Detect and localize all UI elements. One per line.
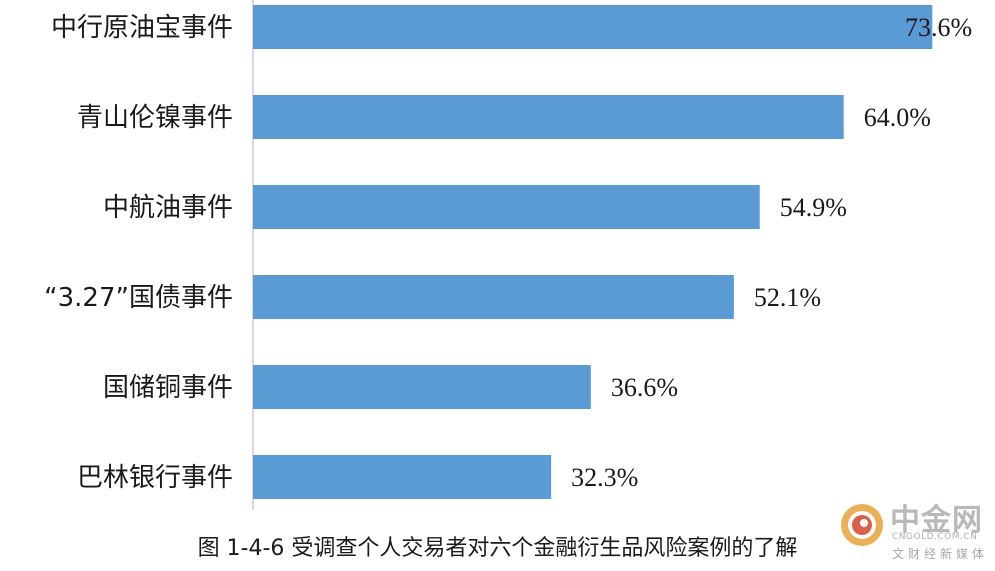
watermark-slogan: 文财经新媒体: [892, 547, 989, 561]
value-label: 52.1%: [754, 283, 821, 312]
bar: [253, 455, 552, 499]
watermark-domain: CNGOLD.COM.CN: [892, 532, 978, 542]
value-label: 73.6%: [905, 13, 972, 42]
bar: [253, 275, 734, 319]
bar: [253, 365, 591, 409]
watermark-name: 中金网: [890, 503, 983, 538]
value-label: 54.9%: [780, 193, 847, 222]
bar: [253, 185, 760, 229]
value-label: 32.3%: [571, 463, 638, 492]
category-label: 中航油事件: [103, 193, 233, 223]
value-labels-group: 73.6% 64.0% 54.9% 52.1% 36.6% 32.3%: [571, 13, 972, 492]
bar: [253, 95, 844, 139]
category-label: “3.27”国债事件: [44, 283, 233, 313]
bar: [253, 5, 933, 49]
cngold-logo-icon: [841, 504, 883, 546]
value-label: 64.0%: [864, 103, 931, 132]
category-label: 中行原油宝事件: [51, 13, 233, 43]
bars-group: [253, 5, 933, 499]
category-label: 青山伦镍事件: [77, 103, 233, 133]
category-label: 国储铜事件: [103, 373, 233, 403]
figure-caption: 图 1-4-6 受调查个人交易者对六个金融衍生品风险案例的了解: [197, 536, 798, 561]
watermark: 中金网 CNGOLD.COM.CN 文财经新媒体: [840, 495, 990, 567]
category-label: 巴林银行事件: [77, 463, 233, 493]
value-label: 36.6%: [611, 373, 678, 402]
